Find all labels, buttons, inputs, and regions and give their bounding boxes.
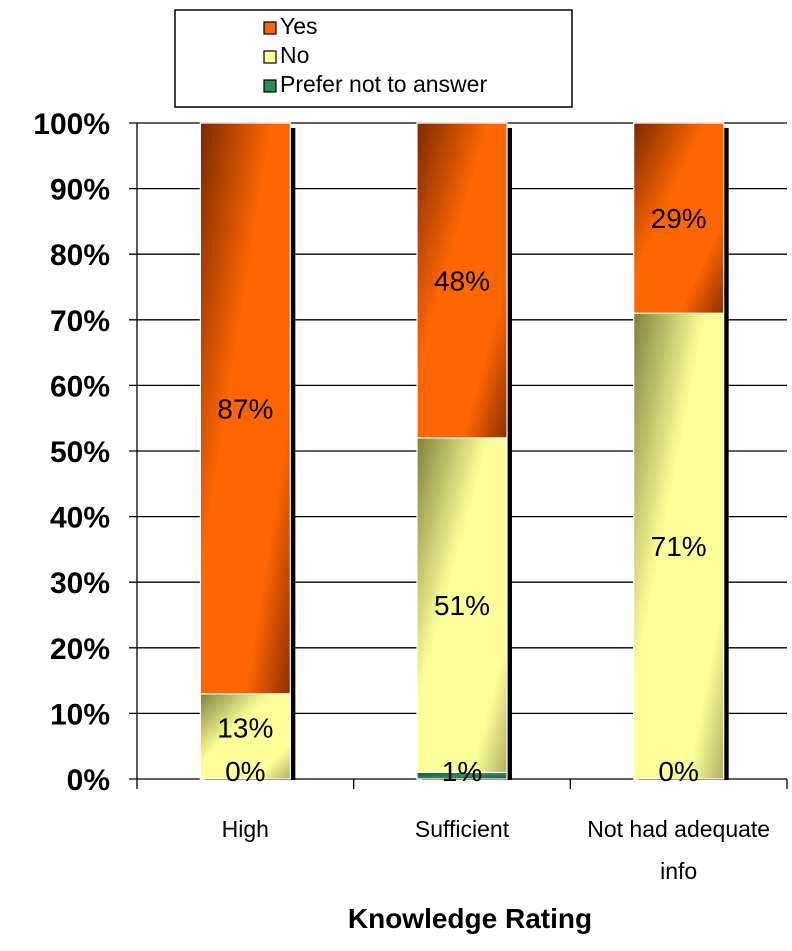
legend-label: Yes [280, 13, 318, 39]
x-category-label: Sufficient [415, 816, 510, 842]
y-tick-label: 90% [50, 174, 110, 207]
data-label: 1% [442, 756, 482, 787]
x-axis-title: Knowledge Rating [348, 903, 592, 934]
y-tick-label: 50% [50, 436, 110, 469]
data-labels: 0% 13% 87% 1% 51% 48% 0% 71% 29% [217, 203, 706, 787]
x-category-label: High [222, 816, 269, 842]
data-label: 13% [217, 713, 273, 744]
y-tick-label: 40% [50, 502, 110, 535]
bars [199, 122, 729, 780]
legend-label: No [280, 42, 309, 68]
y-tick-label: 100% [33, 108, 110, 141]
bar-segment-yes [416, 122, 508, 439]
bar-segment-no [633, 312, 725, 780]
bar-segment-no [416, 437, 508, 774]
legend-swatch [263, 79, 277, 93]
x-category-label: info [660, 858, 697, 884]
y-tick-label: 20% [50, 633, 110, 666]
bar-segment-yes [633, 122, 725, 314]
bar-segment-yes [199, 122, 291, 695]
y-tick-label: 80% [50, 239, 110, 272]
data-label: 48% [434, 265, 490, 296]
y-tick-label: 70% [50, 305, 110, 338]
data-label: 0% [658, 756, 698, 787]
data-label: 0% [225, 756, 265, 787]
legend-swatch [263, 50, 277, 64]
y-tick-label: 30% [50, 567, 110, 600]
x-axis-categories: High Sufficient Not had adequate info [222, 816, 770, 884]
data-label: 51% [434, 590, 490, 621]
data-label: 87% [217, 393, 273, 424]
x-category-label: Not had adequate [587, 816, 770, 842]
legend: Yes No Prefer not to answer [174, 9, 573, 108]
legend-label: Prefer not to answer [280, 71, 487, 97]
y-tick-label: 0% [67, 764, 110, 797]
y-tick-label: 10% [50, 698, 110, 731]
y-tick-label: 60% [50, 370, 110, 403]
data-label: 71% [651, 531, 707, 562]
data-label: 29% [651, 203, 707, 234]
legend-box [174, 9, 573, 108]
y-axis-ticks: 0% 10% 20% 30% 40% 50% 60% 70% 80% 90% 100% [33, 108, 110, 797]
legend-swatch [263, 21, 277, 35]
